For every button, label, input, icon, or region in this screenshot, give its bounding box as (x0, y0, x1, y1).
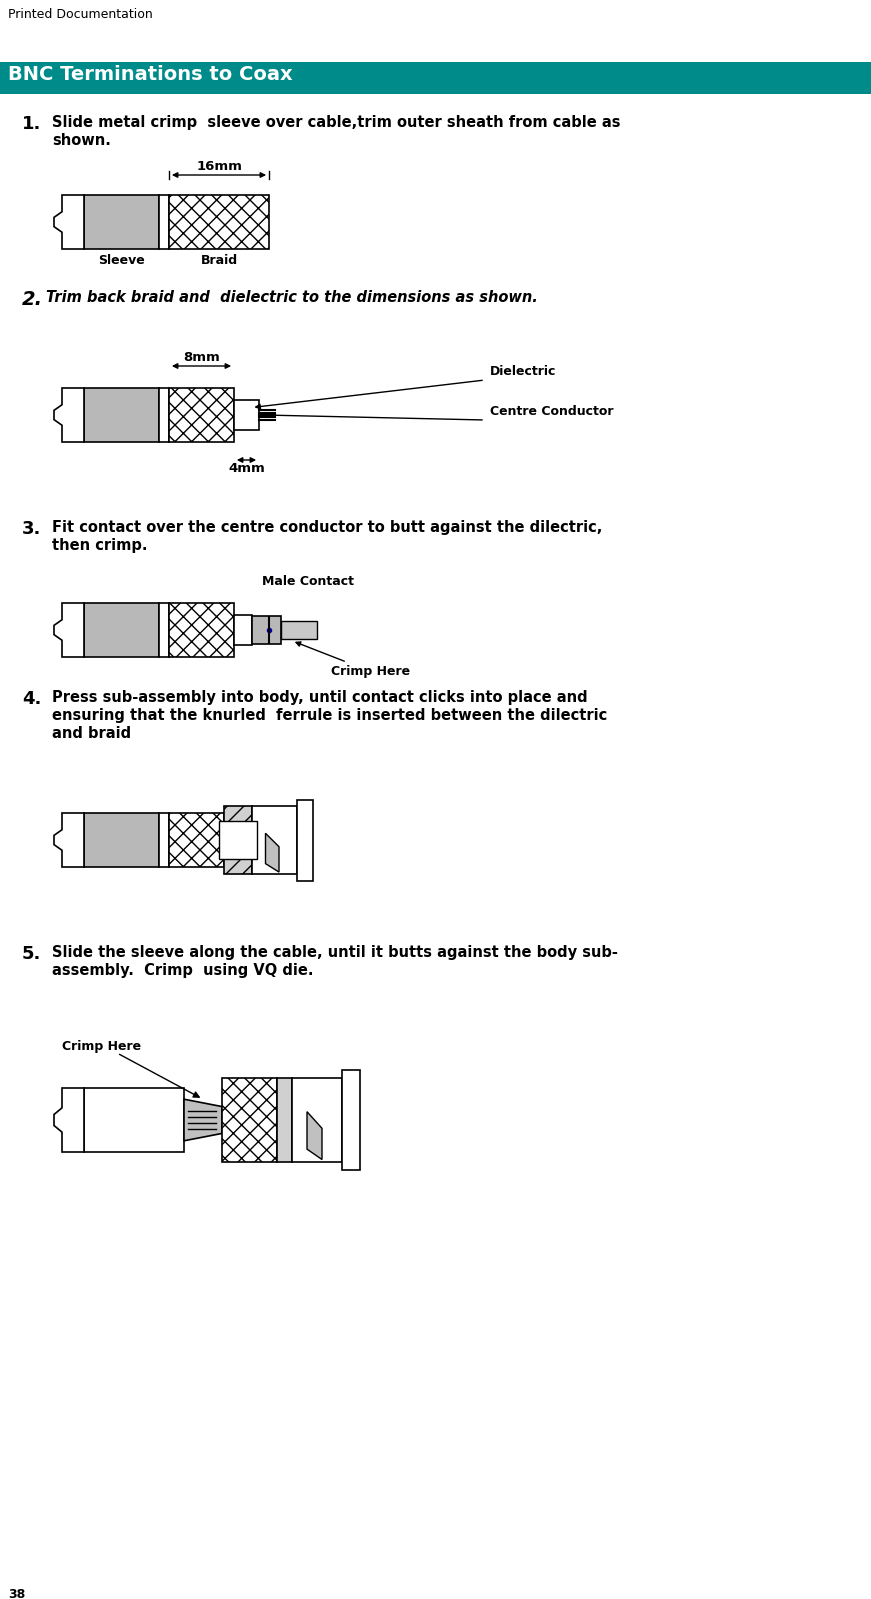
Text: Trim back braid and  dielectric to the dimensions as shown.: Trim back braid and dielectric to the di… (46, 289, 537, 305)
Polygon shape (54, 195, 84, 249)
Text: Sleeve: Sleeve (98, 254, 145, 267)
Polygon shape (54, 389, 84, 441)
Text: Slide metal crimp  sleeve over cable,trim outer sheath from cable as: Slide metal crimp sleeve over cable,trim… (52, 115, 620, 130)
Bar (169, 389, 234, 441)
Bar (252, 806, 297, 873)
Text: 2.: 2. (22, 289, 43, 309)
Text: ensuring that the knurled  ferrule is inserted between the dilectric: ensuring that the knurled ferrule is ins… (52, 708, 607, 723)
Text: 3.: 3. (22, 520, 42, 537)
Bar (252, 616, 281, 644)
Text: Crimp Here: Crimp Here (62, 1039, 141, 1054)
Text: assembly.  Crimp  using VQ die.: assembly. Crimp using VQ die. (52, 963, 314, 979)
Polygon shape (266, 833, 279, 871)
Polygon shape (54, 812, 84, 867)
Text: 38: 38 (8, 1588, 25, 1599)
Text: shown.: shown. (52, 133, 111, 149)
Text: Braid: Braid (200, 254, 238, 267)
Bar (277, 1078, 292, 1161)
Text: 8mm: 8mm (183, 352, 219, 365)
Text: Fit contact over the centre conductor to butt against the dilectric,: Fit contact over the centre conductor to… (52, 520, 603, 536)
Text: Centre Conductor: Centre Conductor (490, 405, 613, 417)
Text: Crimp Here: Crimp Here (296, 641, 410, 678)
Polygon shape (54, 603, 84, 657)
Bar (224, 806, 252, 873)
Bar (342, 1070, 360, 1170)
Bar (281, 622, 317, 638)
Text: Printed Documentation: Printed Documentation (8, 8, 152, 21)
Polygon shape (184, 1099, 222, 1140)
Text: 4mm: 4mm (228, 462, 265, 475)
Bar (169, 603, 234, 657)
Bar (0, 62, 871, 94)
Text: BNC Terminations to Coax: BNC Terminations to Coax (8, 66, 293, 85)
Text: 1.: 1. (22, 115, 42, 133)
Bar (84, 603, 159, 657)
Polygon shape (307, 1111, 322, 1159)
Bar (219, 822, 257, 859)
Bar (84, 812, 159, 867)
Text: then crimp.: then crimp. (52, 537, 147, 553)
Text: 16mm: 16mm (196, 160, 242, 173)
Bar (84, 1087, 184, 1151)
Bar (234, 400, 259, 430)
Bar (159, 195, 169, 249)
Bar (159, 603, 169, 657)
Bar (159, 812, 169, 867)
Bar (234, 616, 252, 644)
Text: and braid: and braid (52, 726, 132, 740)
Text: Press sub-assembly into body, until contact clicks into place and: Press sub-assembly into body, until cont… (52, 691, 588, 705)
Text: Male Contact: Male Contact (262, 576, 354, 588)
Bar (169, 195, 269, 249)
Bar (297, 800, 313, 881)
Polygon shape (54, 1087, 84, 1151)
Bar (169, 812, 224, 867)
Bar (84, 389, 159, 441)
Text: 4.: 4. (22, 691, 42, 708)
Bar (84, 195, 159, 249)
Text: 5.: 5. (22, 945, 42, 963)
Bar (159, 389, 169, 441)
Bar (222, 1078, 277, 1161)
Bar (292, 1078, 342, 1161)
Text: Dielectric: Dielectric (490, 365, 557, 377)
Text: Slide the sleeve along the cable, until it butts against the body sub-: Slide the sleeve along the cable, until … (52, 945, 618, 959)
